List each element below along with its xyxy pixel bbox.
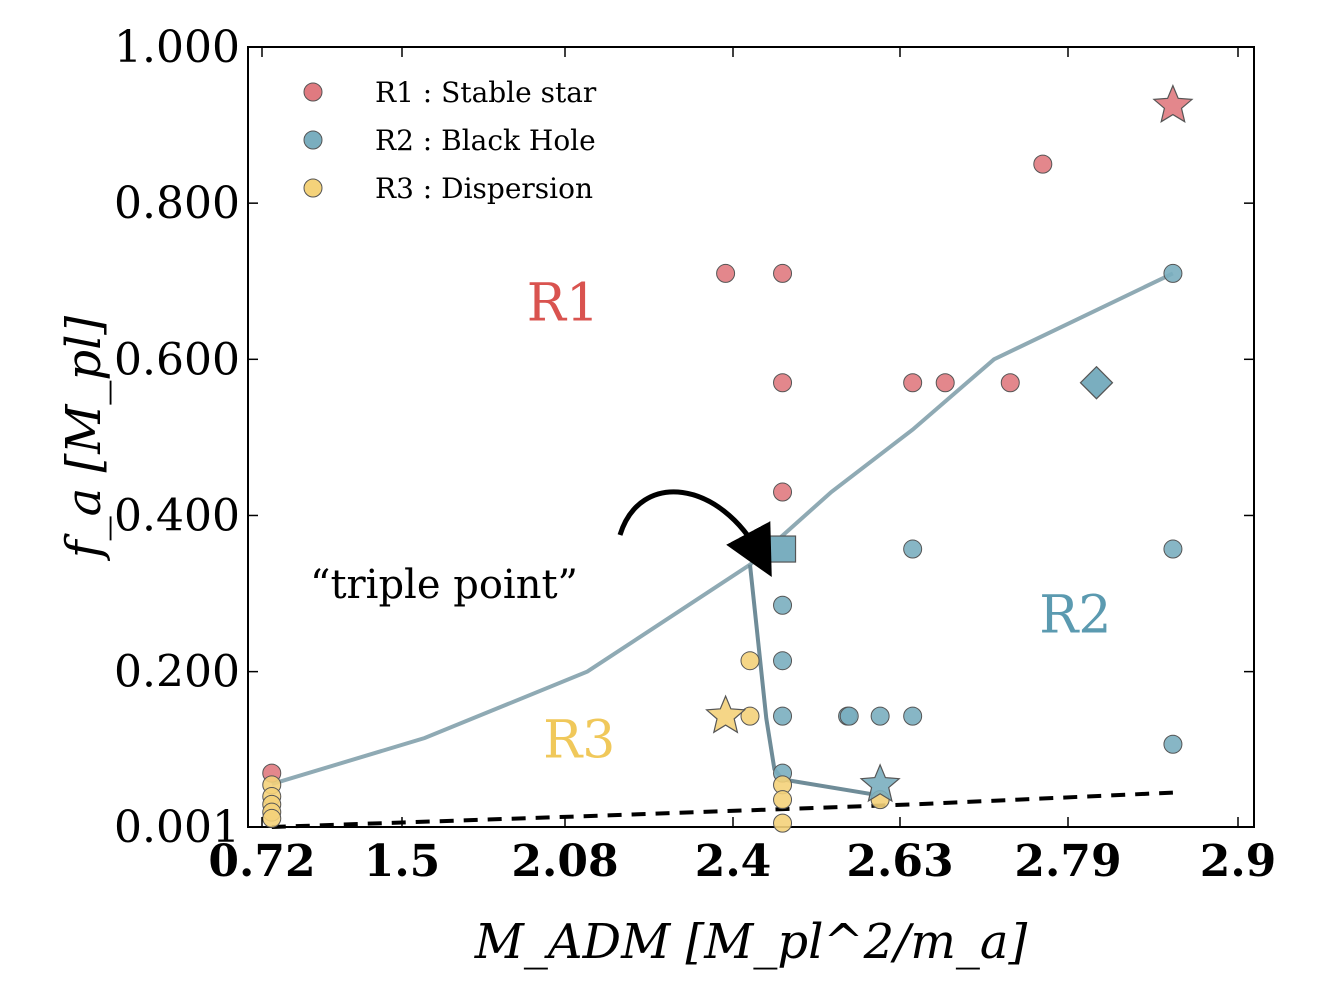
square-marker xyxy=(768,535,797,563)
legend-label-r1: R1 : Stable star xyxy=(375,76,597,109)
region-label-r3: R3 xyxy=(543,711,615,771)
region-label-layer: R1 R2 R3 xyxy=(527,273,1112,770)
y-tick-label: 0.400 xyxy=(114,490,240,541)
x-tick-label: 2.79 xyxy=(1014,836,1121,887)
point-layer xyxy=(262,154,1183,833)
y-tick-label: 1.000 xyxy=(114,22,240,73)
legend-label-r2: R2 : Black Hole xyxy=(375,124,596,157)
data-point-r2 xyxy=(903,706,923,726)
data-point-r1 xyxy=(903,373,923,393)
data-point-r2 xyxy=(1163,263,1183,283)
special-marker-layer xyxy=(705,84,1194,803)
data-point-r2 xyxy=(870,706,890,726)
star-marker xyxy=(1152,84,1194,123)
data-point-r2 xyxy=(773,595,793,615)
data-point-r2 xyxy=(1163,734,1183,754)
data-point-r1 xyxy=(935,373,955,393)
x-tick-label: 2.63 xyxy=(846,836,953,887)
plot-area xyxy=(247,46,1255,828)
y-tick-label: 0.001 xyxy=(114,802,240,853)
tick-layer: 0.001 0.200 0.400 0.600 0.800 1.000 0.72 1.5 2.0… xyxy=(114,22,1276,887)
star-marker xyxy=(859,763,901,803)
legend-label-r3: R3 : Dispersion xyxy=(375,172,593,205)
y-axis-label: f_a [M_pl] xyxy=(56,316,112,562)
x-axis-label: M_ADM [M_pl^2/m_a] xyxy=(474,914,1028,970)
triple-point-arrow xyxy=(617,489,772,578)
x-tick-label: 0.72 xyxy=(208,836,315,887)
data-point-r3 xyxy=(262,808,282,828)
star-marker xyxy=(705,694,747,734)
data-point-r2 xyxy=(773,651,793,671)
data-point-r2 xyxy=(1163,539,1183,559)
x-tick-label: 2.4 xyxy=(695,836,772,887)
data-point-r1 xyxy=(773,482,793,502)
data-point-r3 xyxy=(740,651,760,671)
data-point-r1 xyxy=(773,263,793,283)
diamond-marker xyxy=(1079,365,1114,400)
triple-point-annotation: “triple point” xyxy=(310,562,578,608)
data-point-r2 xyxy=(839,706,859,726)
legend-marker-r1 xyxy=(303,82,323,102)
region-label-r1: R1 xyxy=(527,273,599,333)
x-tick-label: 1.5 xyxy=(364,836,441,887)
y-tick-label: 0.800 xyxy=(114,178,240,229)
data-point-r3 xyxy=(773,813,793,833)
data-point-r1 xyxy=(1033,154,1053,174)
legend-marker-r2 xyxy=(303,130,323,150)
data-point-r2 xyxy=(773,706,793,726)
legend: R1 : Stable star R2 : Black Hole R3 : Di… xyxy=(303,76,597,205)
data-point-r2 xyxy=(903,539,923,559)
y-tick-label: 0.200 xyxy=(114,647,240,698)
region-label-r2: R2 xyxy=(1039,586,1111,646)
y-tick-label: 0.600 xyxy=(114,334,240,385)
boundary-line xyxy=(271,271,1174,787)
data-point-r3 xyxy=(740,706,760,726)
data-point-r1 xyxy=(773,373,793,393)
legend-marker-r3 xyxy=(303,178,323,198)
data-point-r3 xyxy=(773,790,793,810)
boundary-line xyxy=(271,790,1173,829)
data-point-r1 xyxy=(716,263,736,283)
x-tick-label: 2.08 xyxy=(511,836,618,887)
data-point-r1 xyxy=(1000,373,1020,393)
x-tick-label: 2.9 xyxy=(1200,836,1277,887)
